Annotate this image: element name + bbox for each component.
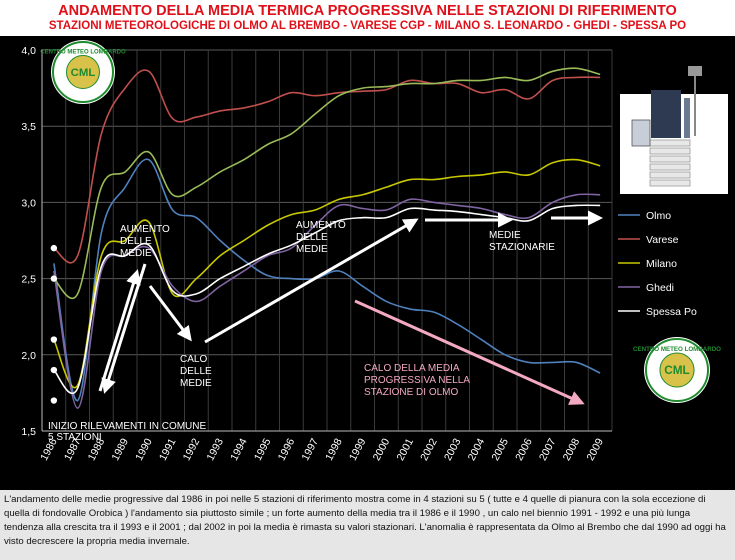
x-tick-label: 2006 — [513, 436, 535, 462]
x-tick-label: 2009 — [584, 436, 606, 462]
series-line-milano — [53, 158, 601, 389]
x-tick-label: 1992 — [181, 436, 203, 462]
y-tick-label: 2,5 — [21, 274, 36, 286]
legend-item: Ghedi — [646, 282, 674, 294]
chart-panel: 1,5 2,0 2,5 3,0 3,5 4,0 1986 1987 1988 1989 1990 19… — [0, 36, 735, 490]
cml-logo-right: CML CENTRO METEO LOMBARDO — [633, 337, 721, 403]
start-point — [50, 244, 58, 252]
annotation-start: INIZIO RILEVAMENTI IN COMUNE 5 STAZIONI — [48, 421, 206, 443]
station-logger — [631, 119, 651, 147]
x-tick-label: 1990 — [133, 436, 155, 462]
x-tick-label: 1993 — [204, 436, 226, 462]
legend-item: Varese — [646, 234, 679, 246]
arrow-drop — [148, 285, 192, 342]
legend-item: Spessa Po — [646, 306, 697, 318]
x-tick-label: 1997 — [299, 436, 321, 462]
annotation-drop: CALO DELLE MEDIE — [180, 354, 212, 389]
station-shield-plate — [649, 171, 691, 179]
start-point — [50, 397, 58, 404]
x-tick-label: 2005 — [489, 436, 511, 462]
logo-map-shape — [66, 55, 100, 89]
x-tick-label: 2001 — [394, 436, 416, 462]
arrow-rise-2 — [204, 218, 419, 344]
logo-text-mid: CML — [71, 67, 96, 79]
logo-text-top: CENTRO METEO LOMBARDO — [40, 49, 126, 55]
x-tick-label: 1999 — [347, 436, 369, 462]
station-shield-plate — [649, 147, 691, 155]
series-line-milano — [53, 67, 601, 300]
x-tick-label: 2004 — [466, 436, 488, 462]
y-tick-label: 2,0 — [21, 350, 36, 362]
arrow-olmo-drop — [354, 299, 585, 405]
logo-ring — [645, 338, 709, 402]
station-shield-plate — [649, 155, 691, 163]
start-point — [50, 336, 58, 343]
annotation-olmo-drop: CALO DELLA MEDIA PROGRESSIVA NELLA STAZION… — [364, 363, 470, 398]
annotation-rise-2: AUMENTO DELLE MEDIE — [296, 220, 346, 255]
logo-map-shape — [659, 352, 695, 388]
station-shield-plate — [649, 139, 691, 147]
x-tick-label: 1995 — [252, 436, 274, 462]
x-tick-label: 2008 — [561, 436, 583, 462]
station-panel — [684, 98, 690, 138]
legend-item: Olmo — [646, 210, 671, 222]
chart-title: ANDAMENTO DELLA MEDIA TERMICA PROGRESSIV… — [58, 3, 677, 19]
x-tick-label: 1994 — [228, 436, 250, 462]
y-tick-label: 3,0 — [21, 197, 36, 209]
cml-logo-top: CML CENTRO METEO LOMBARDO — [40, 40, 126, 104]
y-tick-label: 4,0 — [21, 45, 36, 57]
series-line-varese — [53, 69, 601, 264]
arrow-rise-1-back — [101, 263, 147, 394]
logo-ring — [52, 41, 114, 103]
x-tick-label: 1996 — [276, 436, 298, 462]
x-tick-label: 2007 — [537, 436, 559, 462]
station-anemometer — [688, 66, 702, 76]
station-shield-plate — [649, 179, 691, 187]
chart-subtitle: STAZIONI METEOROLOGICHE DI OLMO AL BREMB… — [48, 20, 687, 32]
annotation-rise-1: AUMENTO DELLE MEDIE — [120, 224, 170, 259]
logo-text-top: CENTRO METEO LOMBARDO — [633, 346, 721, 353]
annotation-stationary: MEDIE STAZIONARIE — [489, 230, 555, 253]
x-tick-label: 1989 — [109, 436, 131, 462]
legend-item: Milano — [646, 258, 677, 270]
x-tick-label: 2000 — [371, 436, 393, 462]
y-tick-label: 3,5 — [21, 121, 36, 133]
start-point — [50, 275, 58, 282]
station-shield-plate — [649, 163, 691, 171]
arrow-rise-1 — [98, 269, 141, 392]
start-point — [50, 366, 58, 374]
station-housing — [651, 90, 681, 138]
x-tick-label: 2002 — [418, 436, 440, 462]
x-tick-label: 1991 — [157, 436, 179, 462]
x-tick-label: 2003 — [442, 436, 464, 462]
x-tick-label: 1998 — [323, 436, 345, 462]
y-tick-label: 1,5 — [21, 426, 36, 438]
logo-text-mid: CML — [664, 364, 690, 377]
description-text: L'andamento delle medie progressive dal … — [0, 490, 735, 560]
